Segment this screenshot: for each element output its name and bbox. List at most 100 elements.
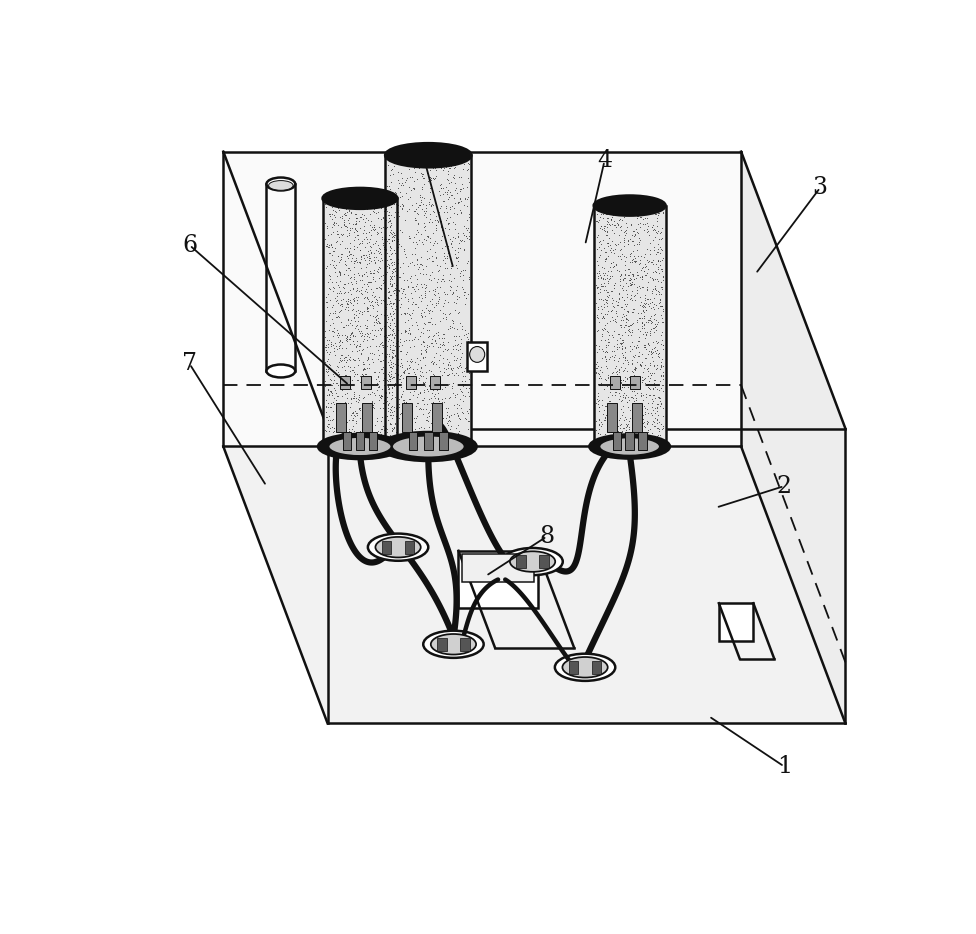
- Point: [353, 425, 369, 440]
- Point: [342, 421, 357, 436]
- Point: [626, 315, 641, 330]
- Point: [383, 215, 398, 230]
- Point: [321, 351, 337, 366]
- Point: [321, 347, 337, 361]
- Point: [318, 400, 334, 415]
- Point: [627, 338, 642, 353]
- Point: [348, 390, 364, 405]
- Point: [598, 306, 614, 321]
- Point: [621, 419, 636, 434]
- Point: [607, 348, 623, 363]
- Bar: [591, 660, 601, 674]
- Point: [630, 305, 646, 320]
- Point: [348, 307, 364, 322]
- Point: [340, 250, 355, 265]
- Point: [349, 283, 365, 298]
- Point: [379, 330, 394, 345]
- Bar: [460, 638, 469, 651]
- Point: [653, 241, 669, 256]
- Point: [638, 268, 654, 283]
- Point: [412, 386, 427, 401]
- Point: [337, 241, 352, 256]
- Point: [414, 290, 429, 305]
- Point: [648, 206, 664, 221]
- Point: [600, 235, 616, 250]
- Point: [360, 301, 376, 316]
- Point: [644, 396, 660, 411]
- Point: [633, 316, 649, 331]
- Point: [449, 289, 465, 304]
- Point: [643, 368, 659, 383]
- Point: [381, 380, 396, 395]
- Point: [430, 414, 446, 429]
- Point: [349, 338, 365, 353]
- Point: [640, 422, 656, 437]
- Point: [435, 411, 451, 426]
- Point: [625, 244, 640, 259]
- Point: [396, 364, 412, 379]
- Point: [598, 373, 614, 388]
- Point: [424, 353, 439, 368]
- Point: [652, 346, 668, 361]
- Point: [644, 345, 660, 360]
- Point: [425, 237, 440, 252]
- Point: [445, 386, 461, 401]
- Point: [640, 425, 656, 440]
- Point: [390, 323, 406, 338]
- Point: [352, 423, 368, 438]
- Point: [369, 281, 385, 296]
- Point: [385, 356, 400, 371]
- Point: [419, 410, 434, 425]
- Point: [618, 262, 633, 277]
- Point: [644, 426, 660, 441]
- Point: [459, 359, 474, 374]
- Point: [420, 412, 435, 427]
- Point: [369, 375, 385, 390]
- Point: [385, 422, 400, 437]
- Point: [346, 309, 362, 324]
- Point: [634, 403, 650, 417]
- Point: [592, 209, 608, 224]
- Point: [623, 218, 638, 233]
- Point: [646, 243, 662, 258]
- Point: [395, 396, 411, 411]
- Point: [597, 398, 613, 413]
- Point: [594, 365, 610, 380]
- Point: [430, 340, 446, 355]
- Point: [428, 335, 444, 350]
- Point: [418, 201, 433, 216]
- Point: [321, 322, 337, 337]
- Point: [323, 227, 339, 242]
- Point: [391, 411, 407, 426]
- Point: [632, 324, 648, 339]
- Point: [427, 271, 442, 286]
- Point: [446, 352, 462, 367]
- Point: [443, 306, 459, 321]
- Point: [647, 281, 663, 296]
- Point: [378, 405, 393, 420]
- Point: [655, 337, 671, 352]
- Point: [426, 404, 441, 419]
- Point: [615, 313, 630, 328]
- Point: [380, 403, 395, 418]
- Point: [642, 312, 658, 327]
- Point: [323, 209, 339, 224]
- Point: [434, 391, 450, 406]
- Point: [331, 338, 346, 353]
- Point: [612, 248, 628, 263]
- Point: [360, 274, 376, 289]
- Point: [638, 428, 654, 443]
- Point: [649, 403, 665, 418]
- Point: [359, 285, 375, 300]
- Point: [642, 269, 658, 284]
- Point: [356, 248, 372, 262]
- Point: [324, 252, 340, 267]
- Point: [459, 199, 474, 214]
- Point: [322, 400, 338, 415]
- Point: [356, 389, 372, 404]
- Point: [416, 351, 431, 366]
- Point: [405, 279, 421, 294]
- Point: [374, 361, 389, 376]
- Point: [618, 388, 633, 403]
- Point: [366, 262, 382, 277]
